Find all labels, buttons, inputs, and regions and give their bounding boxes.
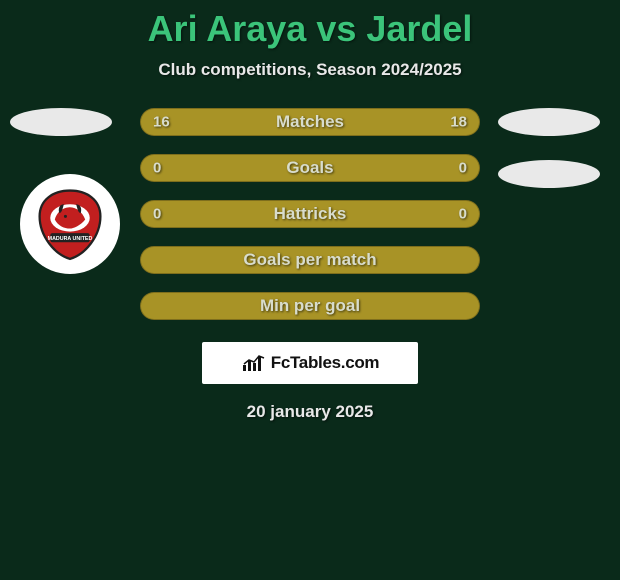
brand-badge: FcTables.com bbox=[202, 342, 418, 384]
svg-text:MADURA UNITED: MADURA UNITED bbox=[48, 236, 93, 242]
stat-label: Min per goal bbox=[260, 296, 360, 316]
stat-label: Goals per match bbox=[243, 250, 376, 270]
stat-label: Hattricks bbox=[274, 204, 347, 224]
comparison-panel: MADURA UNITED 16 Matches 18 0 Goals 0 0 … bbox=[0, 108, 620, 422]
stat-right-value: 0 bbox=[459, 160, 467, 177]
stat-bar-min-per-goal: Min per goal bbox=[140, 292, 480, 320]
stat-bar-goals-per-match: Goals per match bbox=[140, 246, 480, 274]
bar-chart-icon bbox=[241, 353, 267, 373]
date-text: 20 january 2025 bbox=[0, 402, 620, 422]
stat-label: Goals bbox=[286, 158, 333, 178]
stat-left-value: 0 bbox=[153, 206, 161, 223]
stat-label: Matches bbox=[276, 112, 344, 132]
stat-bar-matches: 16 Matches 18 bbox=[140, 108, 480, 136]
stat-bars: 16 Matches 18 0 Goals 0 0 Hattricks 0 Go… bbox=[140, 108, 480, 320]
page-title: Ari Araya vs Jardel bbox=[0, 0, 620, 50]
brand-text: FcTables.com bbox=[271, 353, 380, 373]
stat-right-value: 0 bbox=[459, 206, 467, 223]
stat-left-value: 0 bbox=[153, 160, 161, 177]
stat-left-value: 16 bbox=[153, 114, 170, 131]
subtitle: Club competitions, Season 2024/2025 bbox=[0, 60, 620, 80]
club-right-crest-placeholder bbox=[498, 160, 600, 188]
club-left-crest: MADURA UNITED bbox=[20, 174, 120, 274]
stat-right-value: 18 bbox=[450, 114, 467, 131]
player-left-avatar-placeholder bbox=[10, 108, 112, 136]
stat-bar-goals: 0 Goals 0 bbox=[140, 154, 480, 182]
madura-united-crest-icon: MADURA UNITED bbox=[32, 186, 108, 262]
player-right-avatar-placeholder bbox=[498, 108, 600, 136]
stat-bar-hattricks: 0 Hattricks 0 bbox=[140, 200, 480, 228]
